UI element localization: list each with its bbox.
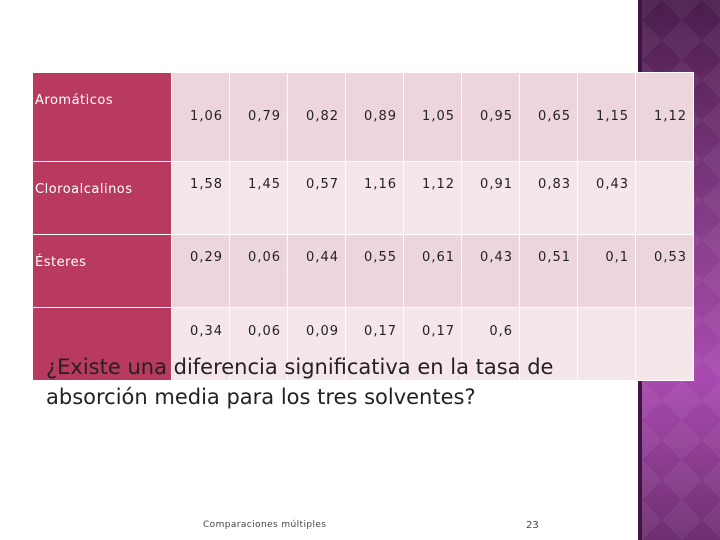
- table-row: Ésteres 0,29 0,06 0,44 0,55 0,61 0,43 0,51 0,1 0,…: [32, 234, 694, 308]
- value-cell: 0,43: [577, 161, 636, 235]
- value-cell: 0,34: [171, 307, 230, 381]
- value-cell: 1,12: [403, 161, 462, 235]
- absorption-table: Aromáticos 1,06 0,79 0,82 0,89 1,05 0,95 0,65 1,…: [32, 72, 694, 381]
- table-row: Cloroalcalinos 1,58 1,45 0,57 1,16 1,12 0,91 0,…: [32, 161, 694, 235]
- row-label: Aromáticos: [32, 72, 172, 162]
- value-cell: 0,53: [635, 234, 694, 308]
- value-cell: 1,15: [577, 72, 636, 162]
- value-cell: 0,89: [345, 72, 404, 162]
- value-cell: 0,51: [519, 234, 578, 308]
- value-cell: [635, 161, 694, 235]
- value-cell: 0,06: [229, 307, 288, 381]
- value-cell: 1,06: [171, 72, 230, 162]
- value-cell: 0,17: [345, 307, 404, 381]
- value-cell: 0,44: [287, 234, 346, 308]
- value-cell: 0,29: [171, 234, 230, 308]
- value-cell: 0,79: [229, 72, 288, 162]
- footer-label: Comparaciones múltiples: [203, 520, 327, 530]
- value-cell: [519, 307, 578, 381]
- question-text: ¿Existe una diferencia significativa en …: [46, 355, 554, 409]
- value-cell: 0,1: [577, 234, 636, 308]
- value-cell: 1,12: [635, 72, 694, 162]
- value-cell: 1,45: [229, 161, 288, 235]
- value-cell: 1,16: [345, 161, 404, 235]
- value-cell: 0,82: [287, 72, 346, 162]
- table-row: Aromáticos 1,06 0,79 0,82 0,89 1,05 0,95 0,65 1,…: [32, 72, 694, 162]
- value-cell: 1,05: [403, 72, 462, 162]
- value-cell: 0,91: [461, 161, 520, 235]
- value-cell: 0,6: [461, 307, 520, 381]
- value-cell: 0,95: [461, 72, 520, 162]
- value-cell: 0,65: [519, 72, 578, 162]
- value-cell: [577, 307, 636, 381]
- row-label: Ésteres: [32, 234, 172, 308]
- value-cell: 1,58: [171, 161, 230, 235]
- value-cell: 0,09: [287, 307, 346, 381]
- value-cell: 0,61: [403, 234, 462, 308]
- value-cell: 0,43: [461, 234, 520, 308]
- row-label: [32, 307, 172, 381]
- value-cell: 0,17: [403, 307, 462, 381]
- table-row: 0,34 0,06 0,09 0,17 0,17 0,6: [32, 307, 694, 381]
- value-cell: 0,83: [519, 161, 578, 235]
- row-label: Cloroalcalinos: [32, 161, 172, 235]
- value-cell: [635, 307, 694, 381]
- value-cell: 0,55: [345, 234, 404, 308]
- value-cell: 0,06: [229, 234, 288, 308]
- page-number: 23: [526, 520, 539, 531]
- value-cell: 0,57: [287, 161, 346, 235]
